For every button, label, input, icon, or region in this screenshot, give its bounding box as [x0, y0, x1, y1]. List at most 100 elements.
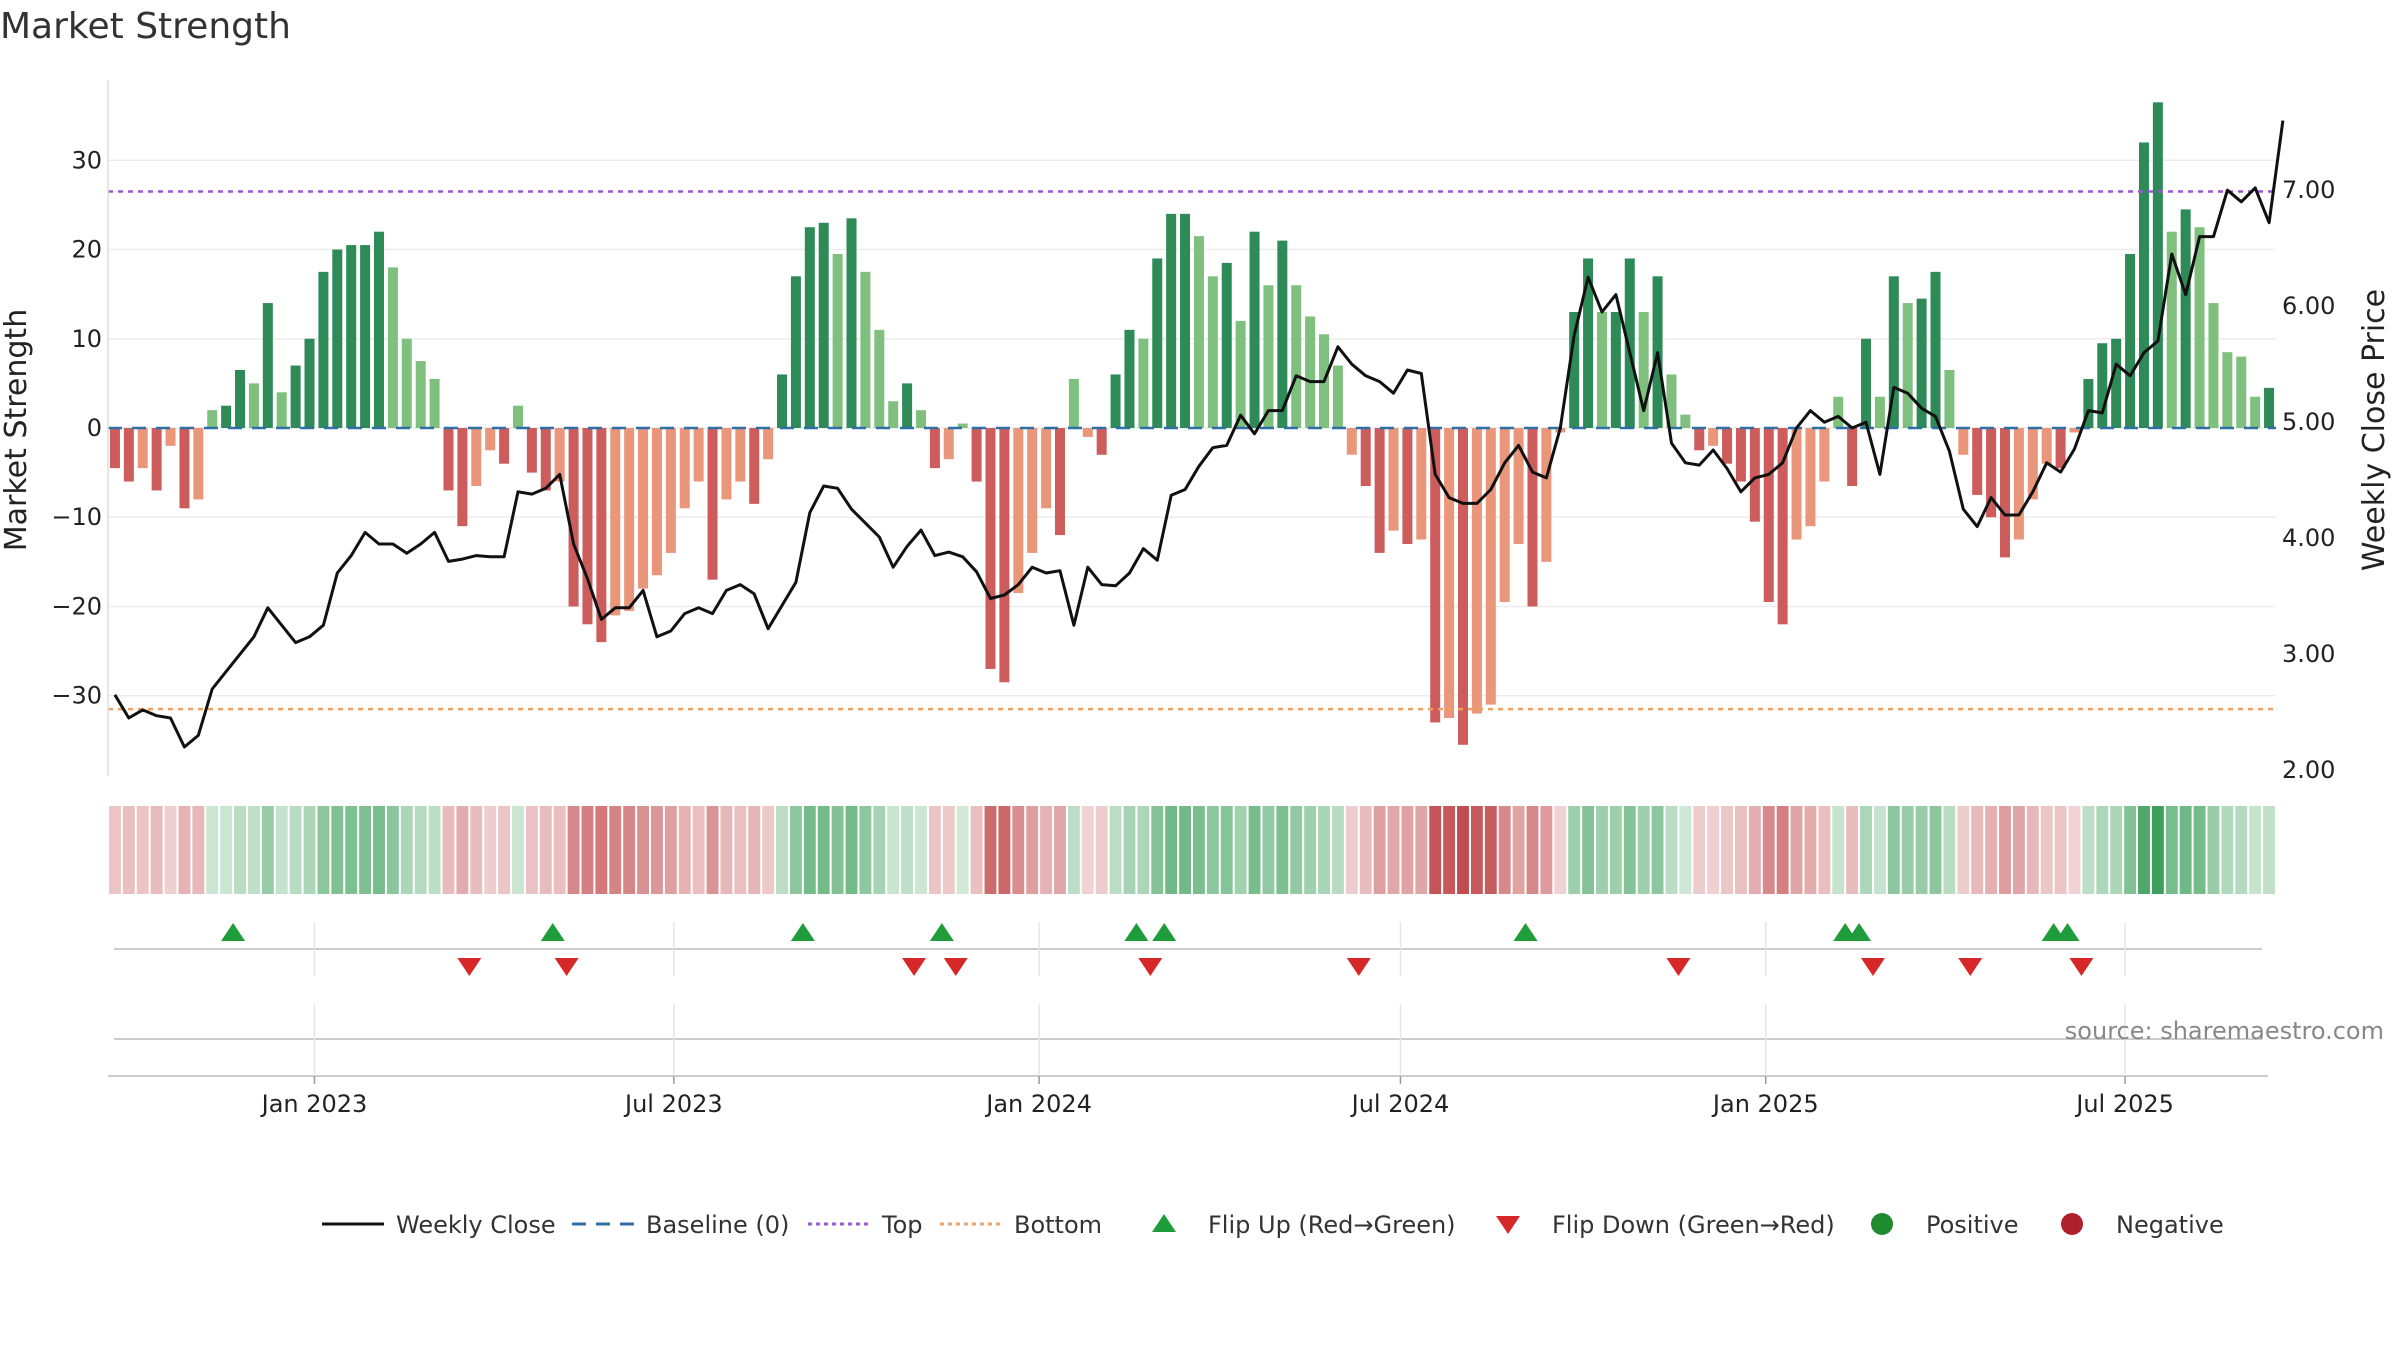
legend-label: Positive [1926, 1211, 2019, 1239]
heat-cell [456, 806, 469, 894]
strength-bar [2222, 352, 2233, 428]
heat-cell [1679, 806, 1692, 894]
y-axis-left-label: Market Strength [0, 309, 34, 551]
strength-bar [1263, 285, 1274, 428]
strength-bar [2027, 428, 2038, 500]
legend-label: Flip Down (Green→Red) [1552, 1211, 1835, 1239]
strength-bar [1541, 428, 1552, 562]
strength-bar [1749, 428, 1760, 522]
y-tick-left: −20 [51, 592, 102, 620]
strength-bar [1680, 414, 1691, 428]
strength-bar [1388, 428, 1399, 531]
strength-bar [651, 428, 662, 576]
y-tick-left: 10 [71, 325, 102, 353]
heat-cell [1220, 806, 1233, 894]
flip-up-marker [1513, 923, 1538, 941]
heat-cell [678, 806, 691, 894]
y-tick-right: 7.00 [2282, 176, 2335, 204]
strength-bar [2111, 338, 2122, 428]
strength-bar [610, 428, 621, 616]
heat-cell [2179, 806, 2192, 894]
strength-bar [1722, 428, 1733, 464]
heat-cell [720, 806, 733, 894]
heat-cell [942, 806, 955, 894]
strength-bar [1694, 428, 1705, 451]
strength-heat-strip [109, 806, 2275, 894]
strength-bar [707, 428, 718, 580]
strength-bar [499, 428, 510, 464]
strength-bar [165, 428, 176, 446]
heat-cell [1137, 806, 1150, 894]
heat-cell [1943, 806, 1956, 894]
flip-up-marker [221, 923, 246, 941]
heat-cell [1915, 806, 1928, 894]
heat-cell [484, 806, 497, 894]
heat-cell [2207, 806, 2220, 894]
strength-bar [540, 428, 551, 491]
legend-label: Negative [2116, 1211, 2224, 1239]
strength-bar [957, 423, 968, 428]
heat-cell [859, 806, 872, 894]
strength-bar [2236, 356, 2247, 428]
heat-cell [1901, 806, 1914, 894]
x-tick-label: Jul 2024 [1350, 1090, 1450, 1118]
heat-cell [1248, 806, 1261, 894]
strength-bar [1485, 428, 1496, 705]
strength-bar [193, 428, 204, 500]
heat-cell [331, 806, 344, 894]
flip-down-marker [1958, 958, 1983, 976]
heat-cell [609, 806, 622, 894]
strength-bar [443, 428, 454, 491]
heat-cell [1304, 806, 1317, 894]
heat-cell [1721, 806, 1733, 894]
heat-cell [1429, 806, 1442, 894]
heat-cell [442, 806, 455, 894]
heat-cell [901, 806, 914, 894]
strength-bar [415, 361, 426, 428]
strength-bar [123, 428, 134, 482]
strength-bar [1235, 320, 1246, 428]
strength-bar [721, 428, 732, 500]
heat-cell [1165, 806, 1178, 894]
heat-cell [1609, 806, 1622, 894]
heat-cell [400, 806, 413, 894]
legend-label: Weekly Close [396, 1211, 556, 1239]
heat-cell [1012, 806, 1025, 894]
strength-bar [2152, 102, 2163, 429]
flip-down-marker [1860, 958, 1885, 976]
heat-cell [1095, 806, 1108, 894]
heat-cell [1234, 806, 1247, 894]
legend-item: Top [808, 1211, 923, 1239]
flip-down-marker [2069, 958, 2094, 976]
legend-item: Baseline (0) [572, 1211, 789, 1239]
flip-down-marker [554, 958, 579, 976]
legend-label: Baseline (0) [646, 1211, 789, 1239]
x-tick-label: Jan 2025 [1711, 1090, 1819, 1118]
heat-cell [664, 806, 677, 894]
strength-bar [1930, 271, 1941, 428]
strength-bar [1013, 428, 1024, 594]
heat-cell [776, 806, 788, 894]
strength-bar [915, 410, 927, 428]
strength-bar [1819, 428, 1830, 482]
heat-cell [2054, 806, 2067, 894]
heat-cell [1735, 806, 1747, 894]
strength-bar [1902, 303, 1913, 428]
heat-cell [1776, 806, 1789, 894]
legend-item: Bottom [940, 1211, 1102, 1239]
strength-bar [512, 405, 523, 428]
heat-cell [192, 806, 205, 894]
legend-swatch [2061, 1213, 2083, 1235]
heat-cell [1179, 806, 1191, 894]
heat-cell [1818, 806, 1831, 894]
heat-cell [136, 806, 149, 894]
strength-bar [471, 428, 482, 486]
heat-cell [651, 806, 663, 894]
heat-cell [637, 806, 649, 894]
strength-bar [2013, 428, 2024, 540]
heat-cell [428, 806, 441, 894]
heat-cell [1123, 806, 1136, 894]
heat-cell [1623, 806, 1636, 894]
strength-bar [526, 428, 537, 473]
strength-bar [1735, 428, 1746, 482]
